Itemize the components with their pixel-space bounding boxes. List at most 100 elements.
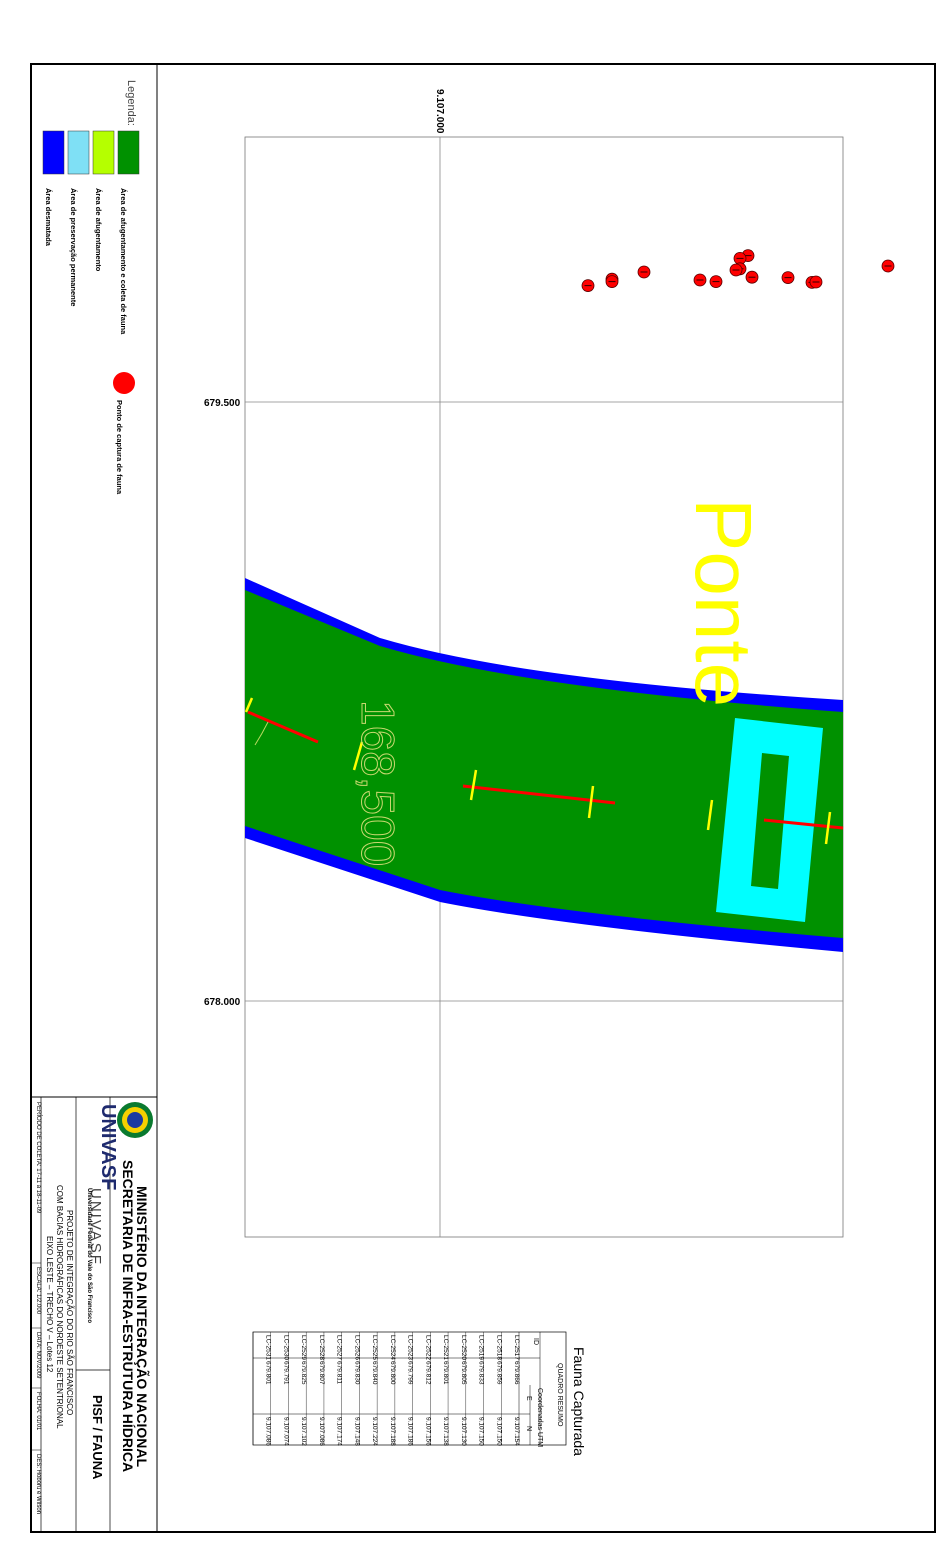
table-col-e: E	[525, 1396, 532, 1401]
legend-item: Área de afugentamento	[92, 130, 115, 272]
pisf-label: PISF / FAUNA	[90, 1395, 105, 1480]
capture-point-marker	[881, 259, 895, 273]
table-cell-id: LC-2518	[495, 1335, 502, 1360]
section-mark-2	[352, 741, 364, 771]
legend-swatch	[117, 130, 140, 175]
table-cell-n: 9.107.156	[424, 1417, 431, 1446]
table-cell-n: 9.107.224	[371, 1417, 378, 1446]
table-cell-e: 679.840	[371, 1361, 378, 1385]
axis-segment-2	[462, 784, 616, 805]
legend-title: Legenda:	[125, 80, 137, 126]
scale-label: ESCALA: 1/2.000	[35, 1267, 41, 1315]
station-arc	[254, 721, 269, 746]
table-cell-id: LC-2524	[389, 1335, 396, 1360]
table-cell-e: 679.801	[442, 1361, 449, 1385]
table-cell-id: LC-2529	[300, 1335, 307, 1360]
table-col-coords: Coordenadas UTM	[536, 1388, 543, 1447]
grid-label-9107000: 9.107.000	[434, 89, 445, 134]
table-cell-id: LC-2530	[282, 1335, 289, 1360]
table-cell-n: 9.107.150	[478, 1417, 485, 1446]
table-cell-n: 9.107.174	[336, 1417, 343, 1446]
date-label: DATA: NOV/2009	[35, 1332, 41, 1379]
table-cell-n: 9.107.188	[389, 1417, 396, 1446]
table-cell-n: 9.107.154	[513, 1417, 520, 1446]
table-cell-id: LC-2526	[353, 1335, 360, 1360]
table-cell-id: LC-2525	[371, 1335, 378, 1360]
summary-table: Fauna Capturada QUADRO RESUMO ID Coordenada…	[252, 1331, 587, 1456]
legend-item-label: Área de preservação permanente	[69, 188, 78, 306]
table-cell-e: 679.805	[460, 1361, 467, 1385]
capture-point-marker	[709, 275, 723, 289]
capture-point-marker	[605, 275, 619, 289]
table-cell-id: LC-2520	[460, 1335, 467, 1360]
table-cell-id: LC-2523	[407, 1335, 414, 1360]
table-cell-id: LC-2531	[265, 1335, 272, 1360]
capture-point-marker	[781, 271, 795, 285]
table-cell-n: 9.107.150	[495, 1417, 502, 1446]
ministry-name: MINISTÉRIO DA INTEGRAÇÃO NACIONAL	[134, 1186, 150, 1468]
axis-segment-3	[763, 818, 844, 830]
table-cell-e: 679.800	[389, 1361, 396, 1385]
section-mark-5	[706, 799, 714, 831]
table-cell-n: 9.107.186	[407, 1417, 414, 1446]
legend-swatch	[42, 130, 65, 175]
period-label: PERÍODO DE COLETA: 17-11 a 18-11-09	[35, 1102, 41, 1214]
table-col-id: ID	[532, 1338, 539, 1345]
legend-item: Área de afugentamento e coleta de fauna	[117, 130, 140, 335]
table-cell-n: 9.107.102	[300, 1417, 307, 1446]
table-heading: QUADRO RESUMO	[556, 1363, 563, 1427]
table-cell-e: 679.859	[495, 1361, 502, 1385]
table-cell-id: LC-2519	[478, 1335, 485, 1360]
table-cell-n: 9.107.138	[442, 1417, 449, 1446]
legend-swatches: Área de afugentamento e coleta de fauna Á…	[42, 130, 140, 335]
capture-point-marker	[729, 263, 743, 277]
project-line-3: EIXO LESTE – TRECHO V – Lotes 12	[45, 1236, 54, 1373]
drafter-label: DES: Hoboru e Wilson	[35, 1454, 41, 1515]
capture-point-markers	[581, 249, 895, 293]
table-cell-e: 679.807	[318, 1361, 325, 1385]
table-cell-e: 679.811	[336, 1361, 343, 1384]
section-mark-4	[587, 785, 595, 819]
bridge-label: Ponte	[679, 498, 768, 707]
svg-text:UNIVASF: UNIVASF	[97, 1104, 119, 1190]
table-title: Fauna Capturada	[571, 1347, 587, 1456]
grid-label-679500: 679.500	[204, 398, 241, 409]
capture-point-marker	[693, 273, 707, 287]
secretariat-name: SECRETARIA DE INFRA-ESTRUTURA HÍDRICA	[120, 1160, 136, 1473]
table-cell-n: 9.107.086	[265, 1417, 272, 1446]
legend-item-label: Área desmatada	[44, 188, 53, 247]
sheet-border	[30, 63, 936, 1533]
legend-capture-point-symbol	[113, 372, 135, 394]
table-col-n: N	[525, 1426, 532, 1431]
table-cell-id: LC-2528	[318, 1335, 325, 1360]
table-cell-e: 679.791	[282, 1361, 289, 1385]
project-line-2: COM BACIAS HIDROGRÁFICAS DO NORDESTE SET…	[55, 1185, 64, 1429]
capture-point-marker	[809, 275, 823, 289]
table-cell-id: LC-2517	[513, 1335, 520, 1360]
table-cell-e: 679.812	[424, 1361, 431, 1385]
table-cell-n: 9.107.130	[460, 1417, 467, 1446]
project-line-1: PROJETO DE INTEGRAÇÃO DO RIO SÃO FRANCIS…	[65, 1210, 74, 1416]
ministry-emblem-icon	[117, 1102, 153, 1138]
table-cell-n: 9.107.148	[353, 1417, 360, 1446]
table-cell-e: 679.830	[353, 1361, 360, 1385]
section-mark-3	[469, 769, 478, 801]
legend-capture-point-label: Ponto de captura de fauna	[115, 400, 124, 495]
section-mark-1	[244, 697, 254, 713]
table-cell-e: 679.833	[478, 1361, 485, 1385]
table-cell-e: 679.801	[265, 1361, 272, 1385]
capture-point-marker	[745, 270, 759, 284]
table-cell-e: 679.825	[300, 1361, 307, 1385]
